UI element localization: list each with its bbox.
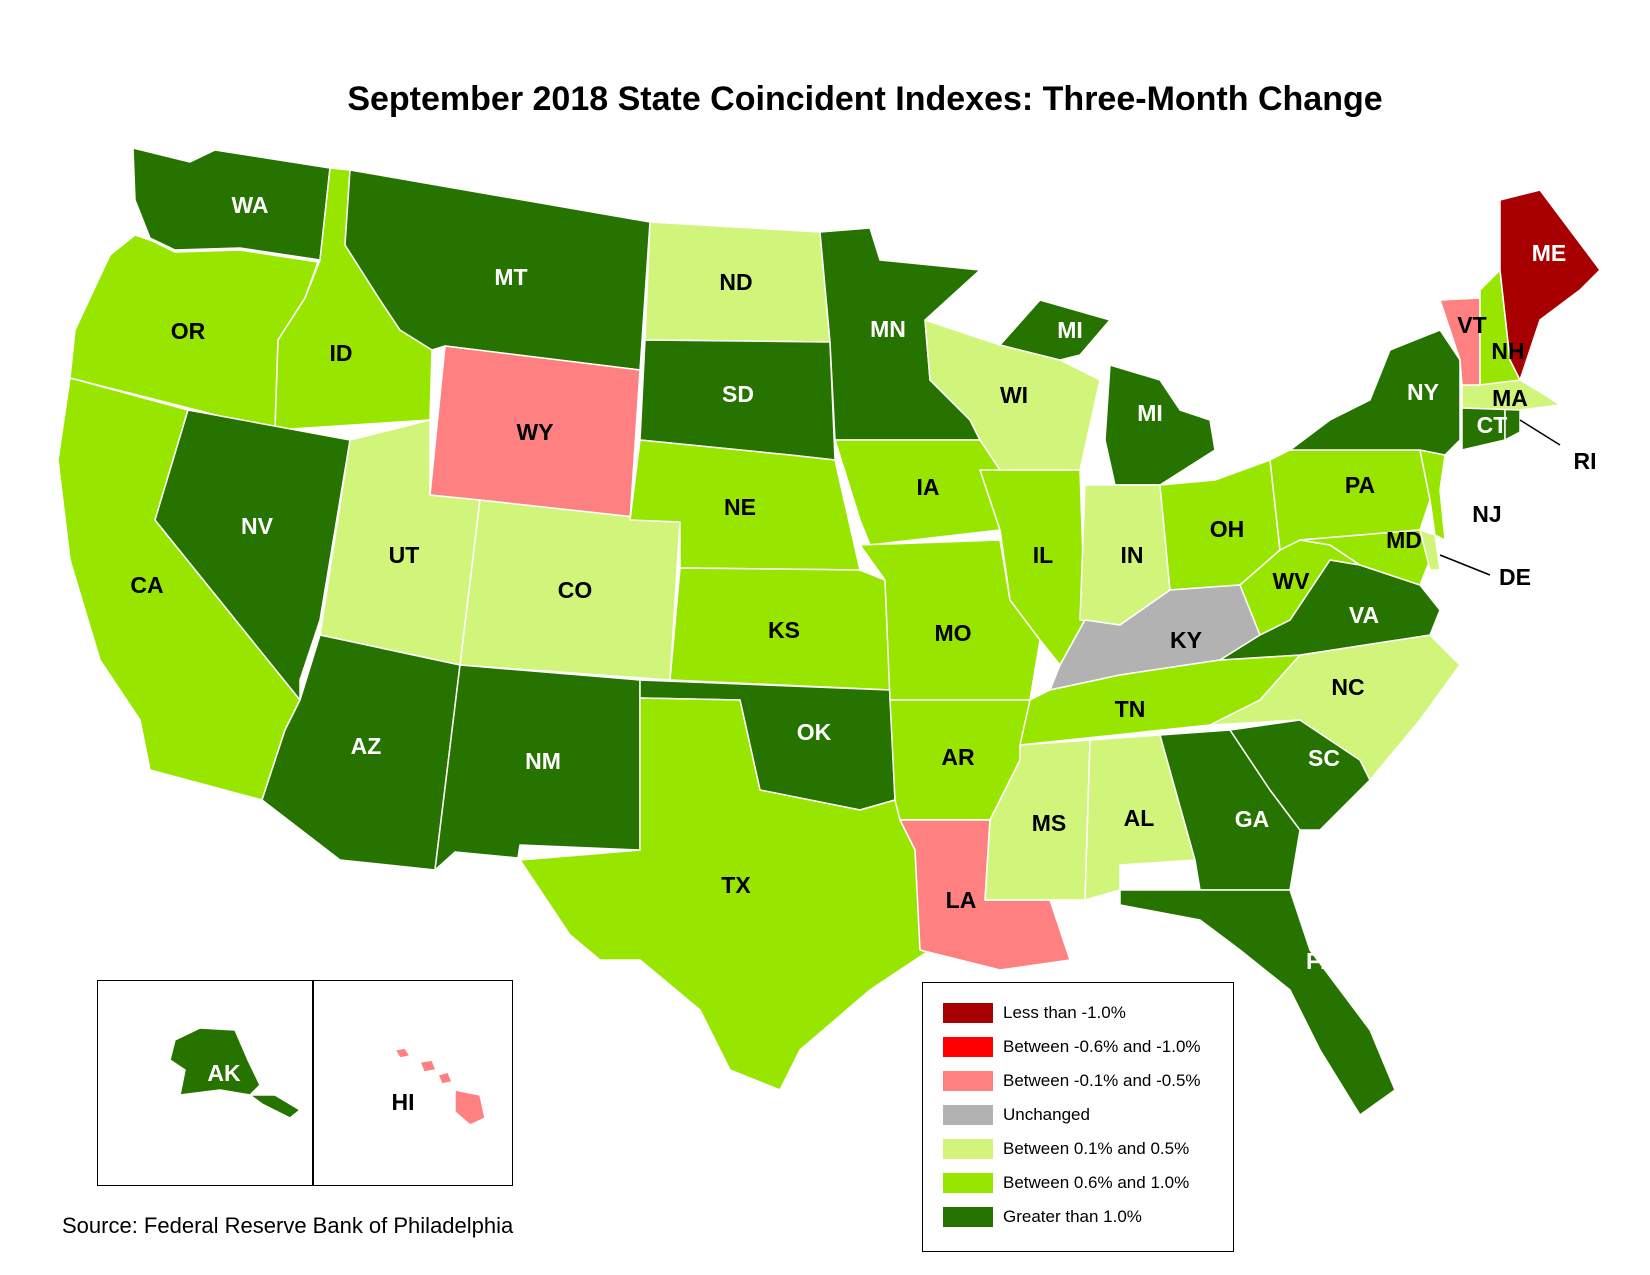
state-il[interactable] [979, 469, 1086, 666]
source-note: Source: Federal Reserve Bank of Philadel… [62, 1213, 514, 1238]
legend-swatch [943, 1071, 993, 1091]
label-ma: MA [1492, 385, 1528, 411]
legend-label: Between -0.1% and -0.5% [1003, 1071, 1201, 1090]
label-ri: RI [1574, 448, 1597, 474]
label-ms: MS [1032, 810, 1067, 836]
legend-swatch [943, 1105, 993, 1125]
map-title: September 2018 State Coincident Indexes:… [347, 80, 1383, 118]
label-de: DE [1499, 564, 1531, 590]
label-in: IN [1121, 542, 1144, 568]
state-ak-panhandle[interactable] [249, 1094, 301, 1119]
label-ky: KY [1170, 627, 1202, 653]
label-pa: PA [1345, 472, 1375, 498]
label-nj: NJ [1472, 501, 1501, 527]
label-tx: TX [721, 872, 751, 898]
state-mi[interactable] [1104, 364, 1216, 486]
legend-label: Less than -1.0% [1003, 1003, 1126, 1022]
state-me[interactable] [1499, 189, 1601, 381]
label-md: MD [1386, 527, 1422, 553]
legend-swatch [943, 1003, 993, 1023]
state-vt[interactable] [1439, 297, 1481, 386]
label-ks: KS [768, 617, 800, 643]
de-leader-line [1439, 554, 1491, 576]
label-sc: SC [1308, 745, 1340, 771]
legend-label: Unchanged [1003, 1105, 1090, 1124]
legend-swatch [943, 1207, 993, 1227]
label-il: IL [1033, 542, 1053, 568]
label-nc: NC [1331, 674, 1364, 700]
legend-item: Between -0.1% and -0.5% [943, 1070, 1201, 1092]
state-mt[interactable] [344, 169, 651, 371]
legend: Less than -1.0% Between -0.6% and -1.0% Be… [922, 982, 1234, 1252]
state-tx[interactable] [519, 697, 931, 1091]
label-ia: IA [917, 474, 940, 500]
label-oh: OH [1210, 516, 1245, 542]
label-nm: NM [525, 748, 561, 774]
label-mn: MN [870, 316, 906, 342]
legend-item: Less than -1.0% [943, 1002, 1126, 1024]
legend-label: Between 0.1% and 0.5% [1003, 1139, 1190, 1158]
legend-item: Unchanged [943, 1104, 1090, 1126]
label-la: LA [946, 887, 977, 913]
label-wa: WA [231, 192, 268, 218]
state-mo[interactable] [859, 539, 1041, 701]
label-ak: AK [207, 1060, 241, 1086]
legend-label: Between -0.6% and -1.0% [1003, 1037, 1201, 1056]
label-ar: AR [941, 744, 975, 770]
label-ut: UT [389, 542, 420, 568]
legend-swatch [943, 1037, 993, 1057]
label-tn: TN [1115, 696, 1146, 722]
legend-item: Between 0.1% and 0.5% [943, 1138, 1189, 1160]
label-mo: MO [934, 620, 971, 646]
legend-item: Between -0.6% and -1.0% [943, 1036, 1201, 1058]
state-nc[interactable] [1209, 634, 1461, 781]
label-mt: MT [494, 264, 527, 290]
inset-divider [312, 980, 314, 1186]
label-co: CO [558, 577, 593, 603]
state-fl[interactable] [1119, 889, 1396, 1116]
label-hi: HI [392, 1089, 415, 1115]
label-ne: NE [724, 494, 756, 520]
label-wy: WY [516, 419, 553, 445]
state-wa[interactable] [132, 147, 331, 261]
label-id: ID [330, 340, 353, 366]
label-az: AZ [351, 733, 382, 759]
state-ny[interactable] [1289, 329, 1461, 456]
label-ca: CA [130, 572, 163, 598]
label-or: OR [171, 318, 206, 344]
label-sd: SD [722, 381, 754, 407]
label-ga: GA [1235, 806, 1270, 832]
label-fl: FL [1306, 948, 1334, 974]
state-de[interactable] [1419, 529, 1441, 571]
label-me: ME [1532, 240, 1567, 266]
legend-item: Between 0.6% and 1.0% [943, 1172, 1189, 1194]
label-mi: MI [1137, 400, 1163, 426]
legend-swatch [943, 1173, 993, 1193]
legend-label: Greater than 1.0% [1003, 1207, 1142, 1226]
ri-leader-line [1519, 419, 1561, 446]
inset-frame [97, 980, 513, 1186]
label-al: AL [1124, 805, 1155, 831]
label-ny: NY [1407, 379, 1439, 405]
legend-item: Greater than 1.0% [943, 1206, 1142, 1228]
state-hi-islands[interactable] [394, 1047, 453, 1085]
label-wv: WV [1272, 568, 1310, 594]
state-hi[interactable] [454, 1089, 486, 1126]
label-nv: NV [241, 513, 274, 539]
legend-label: Between 0.6% and 1.0% [1003, 1173, 1190, 1192]
legend-swatch [943, 1139, 993, 1159]
label-nh: NH [1491, 338, 1524, 364]
label-vt: VT [1457, 312, 1486, 338]
label-va: VA [1349, 602, 1379, 628]
label-nd: ND [719, 269, 752, 295]
label-wi: WI [1000, 382, 1028, 408]
label-ct: CT [1477, 412, 1508, 438]
label-ok: OK [797, 719, 832, 745]
label-mi-up: MI [1057, 317, 1083, 343]
state-mi-up[interactable] [999, 299, 1111, 361]
